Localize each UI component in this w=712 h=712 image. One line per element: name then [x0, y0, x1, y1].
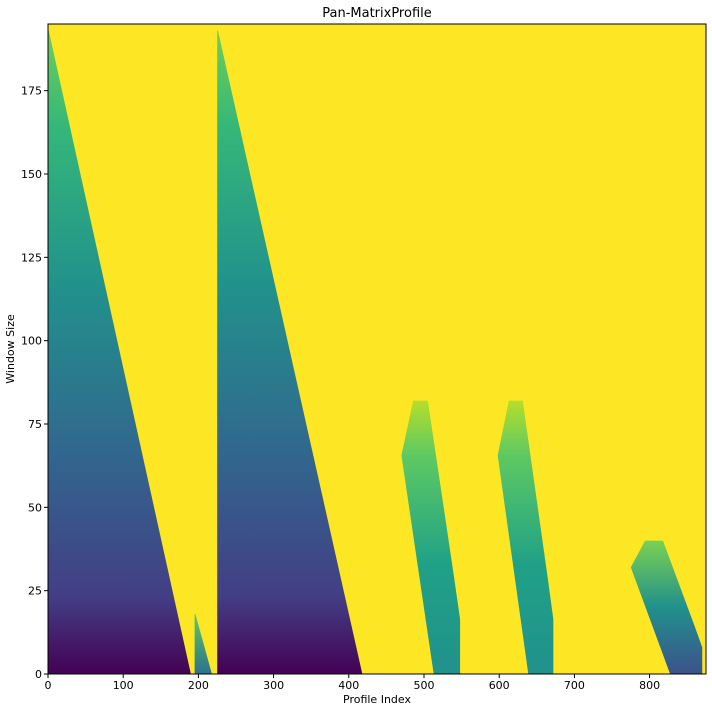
y-axis: 0 25 50 75 100 125 150 175	[21, 85, 48, 681]
x-tick-label: 600	[489, 679, 510, 692]
y-tick-label: 50	[28, 501, 42, 514]
x-tick-label: 700	[564, 679, 585, 692]
plot-area	[48, 24, 706, 674]
heatmap-region-blob-3	[630, 540, 703, 674]
heatmap-region-blob-2	[497, 400, 554, 674]
y-tick-label: 25	[28, 585, 42, 598]
y-tick-label: 175	[21, 85, 42, 98]
x-tick-label: 100	[113, 679, 134, 692]
x-tick-label: 200	[188, 679, 209, 692]
chart-title: Pan-MatrixProfile	[322, 6, 432, 21]
x-tick-label: 800	[639, 679, 660, 692]
y-axis-label: Window Size	[4, 314, 17, 384]
heatmap-region-wedge-2	[217, 30, 363, 674]
y-tick-label: 125	[21, 251, 42, 264]
heatmap-regions	[48, 30, 703, 674]
x-tick-label: 400	[338, 679, 359, 692]
y-tick-label: 75	[28, 418, 42, 431]
y-tick-label: 150	[21, 168, 42, 181]
heatmap-region-wedge-1	[48, 30, 191, 674]
y-tick-label: 100	[21, 335, 42, 348]
heatmap-region-blob-1	[401, 400, 461, 674]
heatmap-region-wedge-1-tail	[194, 614, 212, 674]
y-tick-label: 0	[35, 668, 42, 681]
x-axis: 0 100 200 300 400 500 600 700 800	[45, 674, 660, 692]
x-axis-label: Profile Index	[343, 693, 411, 706]
x-tick-label: 500	[414, 679, 435, 692]
plot-frame	[47, 23, 707, 675]
x-tick-label: 300	[263, 679, 284, 692]
x-tick-label: 0	[45, 679, 52, 692]
